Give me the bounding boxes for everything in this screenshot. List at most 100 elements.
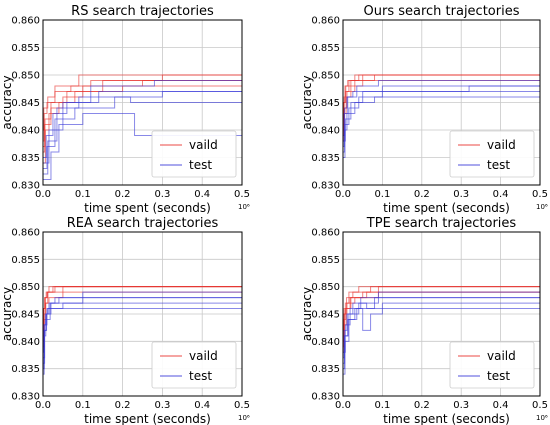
legend-label: test [189, 369, 212, 383]
y-tick-label: 0.850 [311, 71, 340, 82]
y-axis-label: accuracy [300, 75, 314, 129]
chart-title: Ours search trajectories [364, 4, 520, 19]
axes-frame [342, 19, 541, 186]
x-tick-label: 0.3 [154, 189, 170, 200]
y-tick-label: 0.830 [11, 392, 40, 403]
y-tick-label: 0.830 [311, 181, 340, 192]
y-axis-label: accuracy [300, 287, 314, 341]
axes-frame [42, 19, 243, 186]
x-tick-label: 0.4 [493, 400, 509, 411]
y-tick-label: 0.860 [11, 16, 40, 27]
x-tick-label: 0.4 [194, 189, 210, 200]
legend-label: vaild [487, 349, 516, 363]
x-axis-label: time spent (seconds) [84, 412, 211, 425]
y-tick-label: 0.835 [11, 153, 40, 164]
legend: vaild test [449, 130, 535, 178]
chart-panel-3: 0.0 0.1 0.2 0.3 0.4 0.5 0.830 0.835 0.840 0.845 0.… [0, 216, 250, 425]
legend-label: vaild [189, 349, 218, 363]
chart-title: TPE search trajectories [366, 216, 517, 231]
x-tick-label: 0.3 [453, 400, 469, 411]
legend: vaild test [449, 341, 535, 389]
y-tick-label: 0.835 [311, 364, 340, 375]
y-tick-label: 0.845 [311, 98, 340, 109]
x-tick-label: 0.3 [453, 189, 469, 200]
chart-title: REA search trajectories [67, 216, 219, 231]
x-offset-label: 10⁶ [536, 414, 548, 422]
y-tick-label: 0.830 [11, 181, 40, 192]
legend-label: test [189, 158, 212, 172]
y-tick-label: 0.845 [11, 98, 40, 109]
y-tick-label: 0.835 [311, 153, 340, 164]
chart-panel-2: 0.0 0.1 0.2 0.3 0.4 0.5 0.830 0.835 0.840 0.845 0.… [300, 4, 548, 215]
series-test [343, 291, 540, 375]
x-axis-label: time spent (seconds) [383, 412, 510, 425]
y-tick-label: 0.835 [11, 364, 40, 375]
y-tick-label: 0.840 [11, 337, 40, 348]
x-tick-label: 0.4 [194, 400, 210, 411]
axes-frame [342, 231, 541, 397]
x-tick-label: 0.1 [374, 189, 390, 200]
y-tick-label: 0.850 [11, 282, 40, 293]
y-tick-label: 0.830 [311, 392, 340, 403]
x-tick-label: 0.2 [115, 400, 131, 411]
y-tick-label: 0.850 [311, 282, 340, 293]
y-axis-label: accuracy [0, 75, 14, 129]
x-tick-label: 0.1 [75, 400, 91, 411]
trajectory-line [343, 91, 540, 136]
x-tick-label: 0.5 [234, 189, 250, 200]
x-tick-label: 0.2 [115, 189, 131, 200]
y-tick-label: 0.855 [11, 43, 40, 54]
x-tick-label: 0.5 [532, 400, 548, 411]
legend-label: test [487, 158, 510, 172]
x-tick-label: 0.2 [414, 189, 430, 200]
y-tick-label: 0.860 [11, 228, 40, 239]
y-tick-label: 0.845 [11, 310, 40, 321]
y-tick-label: 0.840 [311, 337, 340, 348]
chart-panel-1: 0.0 0.1 0.2 0.3 0.4 0.5 0.830 0.835 0.840 0.845 0.… [0, 4, 250, 215]
y-tick-label: 0.855 [311, 43, 340, 54]
x-tick-label: 0.2 [414, 400, 430, 411]
trajectory-line [43, 86, 243, 158]
y-tick-label: 0.855 [311, 255, 340, 266]
trajectory-line [43, 302, 242, 359]
legend-label: vaild [189, 138, 218, 152]
y-tick-label: 0.845 [311, 310, 340, 321]
x-axis-label: time spent (seconds) [383, 201, 510, 215]
trajectory-line [343, 85, 540, 142]
x-tick-label: 0.0 [335, 189, 351, 200]
trajectory-line [43, 74, 242, 131]
series-test [343, 80, 540, 158]
trajectory-line [43, 286, 242, 326]
chart-title: RS search trajectories [71, 4, 214, 19]
chart-panel-4: 0.0 0.1 0.2 0.3 0.4 0.5 0.830 0.835 0.840 0.845 0.… [300, 216, 548, 425]
legend-label: test [487, 369, 510, 383]
y-axis-label: accuracy [0, 287, 14, 341]
x-offset-label: 10⁶ [238, 414, 250, 422]
x-tick-label: 0.0 [35, 189, 51, 200]
y-tick-label: 0.850 [11, 71, 40, 82]
legend: vaild test [151, 341, 237, 389]
trajectory-line [43, 80, 242, 164]
trajectory-line [343, 286, 540, 331]
x-offset-label: 10⁶ [238, 203, 250, 211]
x-tick-label: 0.5 [234, 400, 250, 411]
x-tick-label: 0.1 [75, 189, 91, 200]
axes-frame [42, 231, 243, 397]
trajectory-line [43, 91, 242, 175]
legend-label: vaild [487, 138, 516, 152]
y-tick-label: 0.840 [11, 126, 40, 137]
legend: vaild test [151, 130, 237, 178]
x-tick-label: 0.3 [154, 400, 170, 411]
x-offset-label: 10⁶ [536, 203, 548, 211]
y-tick-label: 0.860 [311, 16, 340, 27]
y-tick-label: 0.840 [311, 126, 340, 137]
x-tick-label: 0.0 [335, 400, 351, 411]
x-tick-label: 0.0 [35, 400, 51, 411]
x-tick-label: 0.1 [374, 400, 390, 411]
x-tick-label: 0.5 [532, 189, 548, 200]
series-test [43, 291, 242, 375]
x-tick-label: 0.4 [493, 189, 509, 200]
y-tick-label: 0.860 [311, 228, 340, 239]
x-axis-label: time spent (seconds) [84, 201, 211, 215]
